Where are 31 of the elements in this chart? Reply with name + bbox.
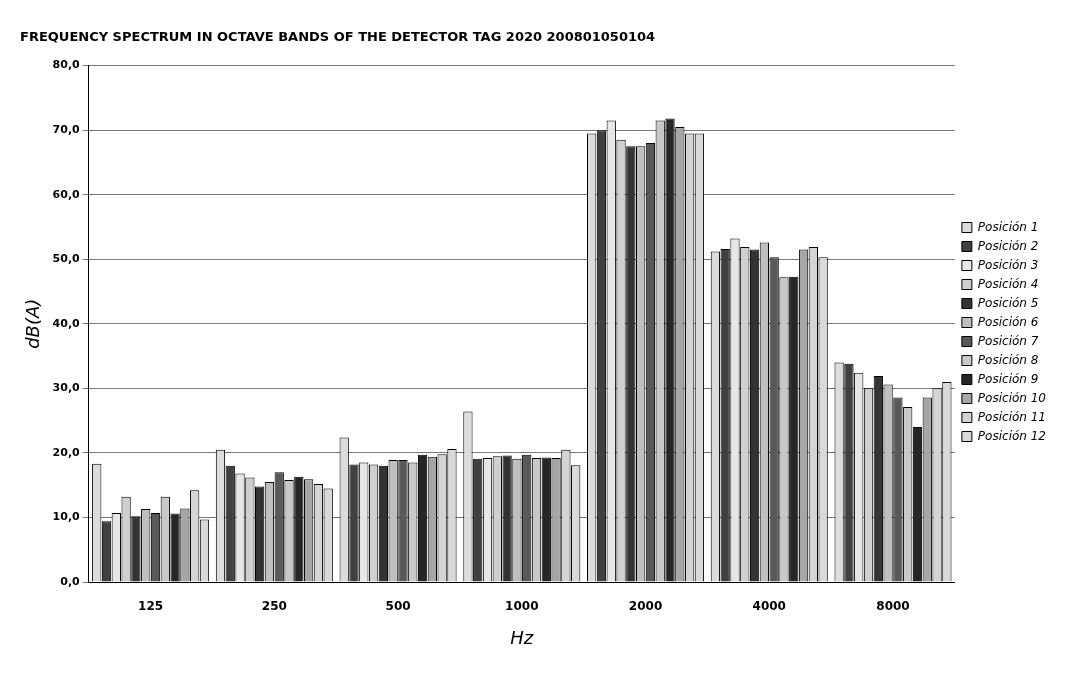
legend-label: Posición 2 (977, 238, 1039, 253)
legend-label: Posición 10 (977, 390, 1047, 405)
x-tick-label: 1000 (505, 599, 539, 614)
legend-label: Posición 3 (977, 257, 1039, 272)
x-tick-label: 2000 (628, 599, 663, 614)
x-tick-label: 8000 (876, 599, 910, 614)
legend-label: Posición 11 (977, 409, 1047, 424)
legend-label: Posición 9 (977, 371, 1039, 386)
legend-label: Posición 6 (977, 314, 1039, 329)
x-tick-label: 250 (261, 599, 287, 614)
legend-label: Posición 4 (977, 276, 1039, 291)
legend-label: Posición 7 (977, 333, 1039, 348)
x-axis-title: Hz (510, 626, 534, 648)
x-tick-label: 500 (385, 599, 411, 614)
x-tick-label: 125 (138, 599, 164, 614)
legend-label: Posición 1 (977, 219, 1039, 234)
y-tick-label: 40,0 (52, 316, 81, 330)
y-tick-label: 50,0 (52, 252, 81, 266)
y-tick-label: 10,0 (52, 510, 81, 524)
y-tick-label: 20,0 (52, 445, 81, 459)
legend-label: Posición 12 (977, 428, 1047, 443)
y-tick-label: 80,0 (52, 58, 81, 72)
y-tick-label: 30,0 (52, 381, 81, 395)
x-tick-label: 4000 (752, 599, 786, 614)
chart-title: FREQUENCY SPECTRUM IN OCTAVE BANDS OF THE DETECTOR TAG 2020 200801050104 (20, 29, 656, 45)
legend-label: Posición 8 (977, 352, 1039, 367)
y-axis-title: dB(A) (22, 298, 44, 349)
y-tick-label: 60,0 (52, 187, 81, 201)
legend-label: Posición 5 (977, 295, 1039, 310)
y-tick-label: 0,0 (60, 574, 81, 588)
y-tick-label: 70,0 (52, 123, 81, 137)
